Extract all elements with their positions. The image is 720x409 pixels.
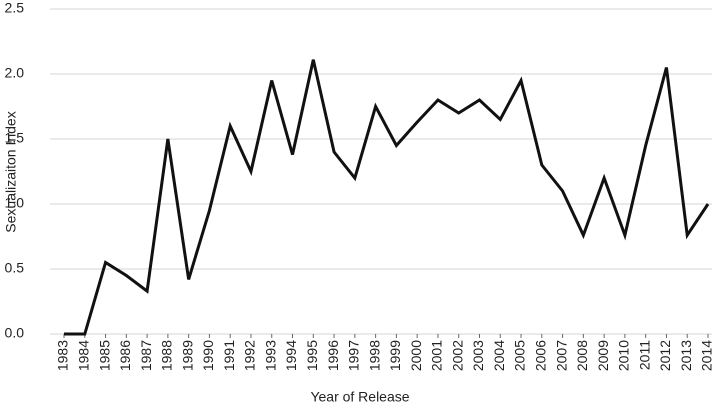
y-tick-label: 2.5: [5, 0, 25, 16]
x-tick-label: 1996: [325, 340, 341, 371]
x-tick-label: 1988: [159, 340, 175, 371]
x-tick-label: 2012: [657, 340, 673, 371]
x-tick-label: 1990: [200, 340, 216, 371]
x-tick-label: 1993: [262, 340, 278, 371]
x-axis-label: Year of Release: [310, 389, 409, 405]
x-tick-label: 1991: [221, 340, 237, 371]
x-tick-label: 1992: [242, 340, 258, 371]
x-tick-label: 1999: [387, 340, 403, 371]
x-tick-label: 1994: [283, 340, 299, 371]
y-tick-label: 2.0: [5, 65, 25, 81]
x-tick-label: 2009: [595, 340, 611, 371]
x-tick-label: 2007: [553, 340, 569, 371]
x-tick-label: 1983: [55, 340, 71, 371]
x-tick-label: 2013: [678, 340, 694, 371]
x-tick-label: 1989: [179, 340, 195, 371]
x-tick-label: 2001: [429, 340, 445, 371]
x-tick-label: 2006: [533, 340, 549, 371]
x-tick-label: 1987: [138, 340, 154, 371]
x-tick-label: 2003: [470, 340, 486, 371]
y-tick-label: 0.5: [5, 260, 25, 276]
x-tick-label: 2011: [636, 340, 652, 370]
y-axis-label: Sexualizaiton Index: [3, 111, 19, 232]
x-tick-label: 1995: [304, 340, 320, 371]
x-tick-label: 2002: [449, 340, 465, 371]
y-tick-label: 1.5: [5, 130, 25, 146]
x-tick-label: 2004: [491, 340, 507, 371]
x-tick-label: 2014: [699, 340, 715, 371]
x-tick-label: 2000: [408, 340, 424, 371]
x-tick-label: 2005: [512, 340, 528, 371]
x-tick-label: 1986: [117, 340, 133, 371]
x-tick-label: 1998: [366, 340, 382, 371]
x-tick-label: 1985: [96, 340, 112, 371]
x-tick-label: 1984: [75, 340, 91, 371]
x-tick-label: 1997: [346, 340, 362, 371]
x-tick-label: 2010: [616, 340, 632, 371]
y-tick-label: 0.0: [5, 325, 25, 341]
x-tick-label: 2008: [574, 340, 590, 371]
y-tick-label: 1.0: [5, 195, 25, 211]
data-line: [64, 59, 710, 336]
